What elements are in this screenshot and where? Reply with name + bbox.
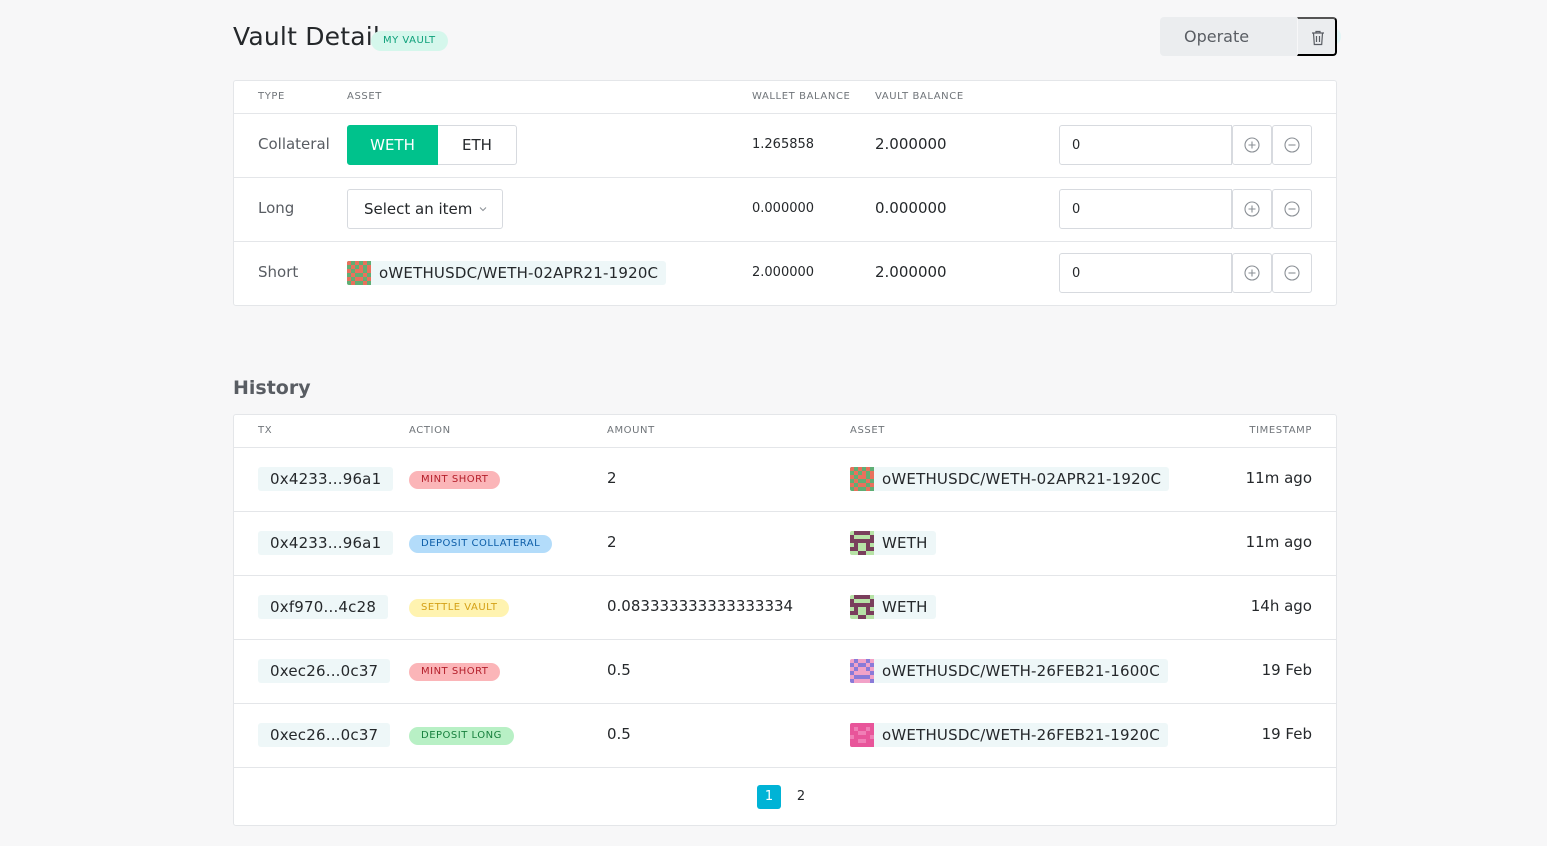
amount: 0.5 — [607, 661, 631, 679]
short-add-button[interactable] — [1232, 253, 1272, 293]
wallet-balance: 0.000000 — [752, 201, 815, 216]
tx-hash-link[interactable]: 0xec26...0c37 — [258, 659, 391, 683]
tx-hash-link[interactable]: 0x4233...96a1 — [258, 531, 394, 555]
action-badge: DEPOSIT COLLATERAL — [409, 535, 553, 553]
plus-circle-icon — [1244, 201, 1260, 217]
col-vault-balance: VAULT BALANCE — [875, 91, 964, 102]
vault-row-long: Long Select an item 0.000000 0.000000 — [234, 177, 1336, 241]
long-add-button[interactable] — [1232, 189, 1272, 229]
history-title: History — [233, 377, 311, 399]
wallet-balance: 1.265858 — [752, 137, 815, 152]
collateral-remove-button[interactable] — [1272, 125, 1312, 165]
row-type: Long — [258, 199, 295, 217]
col-tx: TX — [258, 425, 273, 436]
collateral-toggle: WETH ETH — [347, 125, 517, 165]
page-title: Vault Detail — [233, 22, 381, 51]
page-2-button[interactable]: 2 — [796, 789, 806, 804]
row-type: Collateral — [258, 135, 330, 153]
chevron-down-icon — [479, 207, 487, 212]
amount: 2 — [607, 533, 617, 551]
col-timestamp: TIMESTAMP — [1249, 425, 1312, 436]
action-badge: MINT SHORT — [409, 663, 501, 681]
short-amount-input[interactable] — [1059, 253, 1232, 293]
short-remove-button[interactable] — [1272, 253, 1312, 293]
vault-row-collateral: Collateral WETH ETH 1.265858 2.000000 — [234, 113, 1336, 177]
vault-balance: 2.000000 — [875, 263, 947, 281]
row-type: Short — [258, 263, 299, 281]
table-row: 0x4233...96a1 DEPOSIT COLLATERAL 2 WETH — [234, 511, 1336, 575]
vault-row-short: Short oWETHUSDC/WETH-02APR21-1920C 2.000… — [234, 241, 1336, 305]
long-remove-button[interactable] — [1272, 189, 1312, 229]
token-identicon-icon — [850, 595, 874, 619]
asset-tag[interactable]: oWETHUSDC/WETH-02APR21-1920C — [850, 467, 1170, 491]
vault-balance: 0.000000 — [875, 199, 947, 217]
operate-label: Operate — [1184, 27, 1250, 46]
asset-tag[interactable]: WETH — [850, 531, 936, 555]
timestamp: 14h ago — [1250, 597, 1312, 615]
tx-hash-link[interactable]: 0xec26...0c37 — [258, 723, 391, 747]
short-asset-tag[interactable]: oWETHUSDC/WETH-02APR21-1920C — [347, 261, 667, 285]
timestamp: 19 Feb — [1261, 725, 1312, 743]
col-amount: AMOUNT — [607, 425, 655, 436]
token-identicon-icon — [850, 659, 874, 683]
vault-detail-page: Vault Detail MY VAULT Operate 0 TYPE ASS… — [233, 0, 1341, 826]
tx-hash-link[interactable]: 0x4233...96a1 — [258, 467, 394, 491]
asset-name: oWETHUSDC/WETH-26FEB21-1600C — [882, 662, 1160, 680]
asset-name: WETH — [882, 598, 928, 616]
long-asset-select[interactable]: Select an item — [347, 189, 503, 229]
long-amount-input[interactable] — [1059, 189, 1232, 229]
vault-balance: 2.000000 — [875, 135, 947, 153]
action-badge: MINT SHORT — [409, 471, 501, 489]
plus-circle-icon — [1244, 265, 1260, 281]
token-identicon-icon — [347, 261, 371, 285]
table-row: 0xf970...4c28 SETTLE VAULT 0.08333333333… — [234, 575, 1336, 639]
collateral-amount-input[interactable] — [1059, 125, 1232, 165]
page-header: Vault Detail MY VAULT Operate 0 — [233, 0, 1341, 80]
token-identicon-icon — [850, 467, 874, 491]
collateral-add-button[interactable] — [1232, 125, 1272, 165]
delete-button[interactable] — [1297, 17, 1337, 56]
asset-name: WETH — [882, 534, 928, 552]
asset-name: oWETHUSDC/WETH-26FEB21-1920C — [882, 726, 1160, 744]
action-badge: DEPOSIT LONG — [409, 727, 514, 745]
plus-circle-icon — [1244, 137, 1260, 153]
col-asset: ASSET — [347, 91, 382, 102]
asset-name: oWETHUSDC/WETH-02APR21-1920C — [882, 470, 1162, 488]
token-identicon-icon — [850, 531, 874, 555]
tx-hash-link[interactable]: 0xf970...4c28 — [258, 595, 389, 619]
asset-tag[interactable]: oWETHUSDC/WETH-26FEB21-1920C — [850, 723, 1168, 747]
asset-tag[interactable]: WETH — [850, 595, 936, 619]
asset-name: oWETHUSDC/WETH-02APR21-1920C — [379, 264, 659, 282]
amount: 2 — [607, 469, 617, 487]
operate-button[interactable]: Operate — [1160, 17, 1297, 56]
toggle-eth[interactable]: ETH — [438, 125, 517, 165]
col-asset: ASSET — [850, 425, 885, 436]
amount: 0.083333333333333334 — [607, 597, 794, 615]
action-badge: SETTLE VAULT — [409, 599, 510, 617]
wallet-balance: 2.000000 — [752, 265, 815, 280]
asset-tag[interactable]: oWETHUSDC/WETH-26FEB21-1600C — [850, 659, 1168, 683]
pagination: 1 2 — [234, 785, 1336, 809]
minus-circle-icon — [1284, 201, 1300, 217]
toggle-weth[interactable]: WETH — [347, 125, 438, 165]
my-vault-badge: MY VAULT — [371, 31, 448, 51]
amount: 0.5 — [607, 725, 631, 743]
vault-table: TYPE ASSET WALLET BALANCE VAULT BALANCE … — [233, 80, 1337, 306]
col-action: ACTION — [409, 425, 451, 436]
timestamp: 19 Feb — [1261, 661, 1312, 679]
token-identicon-icon — [850, 723, 874, 747]
timestamp: 11m ago — [1245, 533, 1312, 551]
table-row: 0xec26...0c37 DEPOSIT LONG 0.5 oWETHUSDC… — [234, 703, 1336, 767]
trash-icon — [1312, 30, 1324, 46]
minus-circle-icon — [1284, 265, 1300, 281]
select-placeholder: Select an item — [364, 200, 473, 218]
page-1-button[interactable]: 1 — [757, 785, 781, 809]
col-wallet-balance: WALLET BALANCE — [752, 91, 851, 102]
table-row: 0x4233...96a1 MINT SHORT 2 oWETHUSDC/WET… — [234, 447, 1336, 511]
col-type: TYPE — [258, 91, 285, 102]
history-table: TX ACTION AMOUNT ASSET TIMESTAMP 0x4233.… — [233, 414, 1337, 826]
timestamp: 11m ago — [1245, 469, 1312, 487]
table-row: 0xec26...0c37 MINT SHORT 0.5 oWETHUSDC/W… — [234, 639, 1336, 703]
minus-circle-icon — [1284, 137, 1300, 153]
